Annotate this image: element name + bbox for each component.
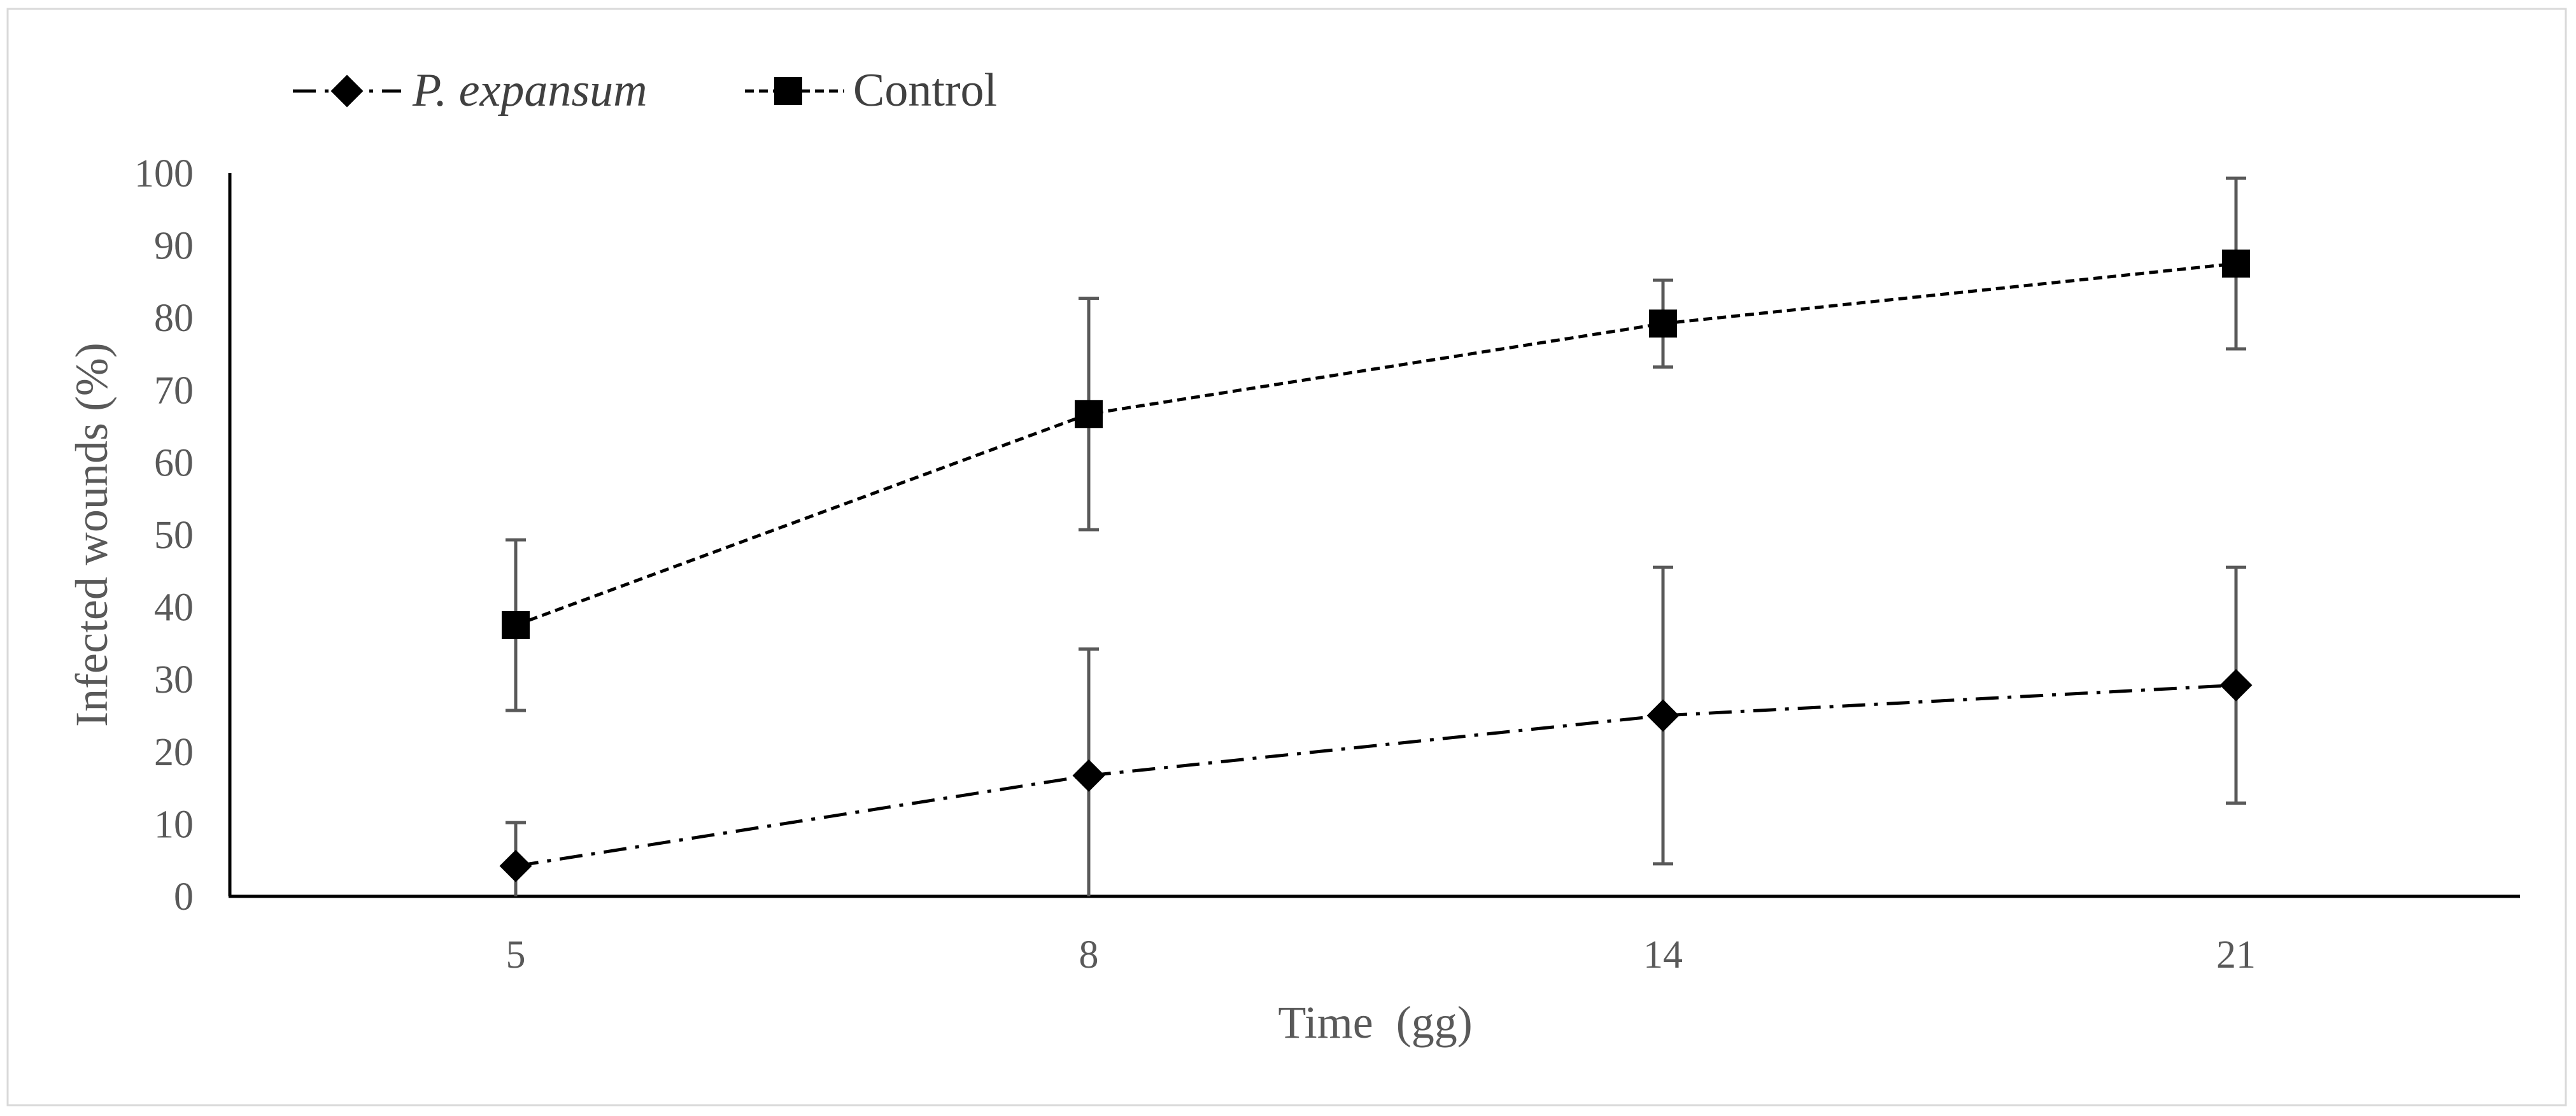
legend-label-p-expansum: P. expansum	[412, 64, 648, 117]
data-point-control	[1075, 400, 1103, 428]
x-tick-label: 21	[2216, 933, 2256, 977]
y-tick-label: 90	[154, 225, 194, 268]
y-tick-label: 80	[154, 297, 194, 340]
x-tick-label: 5	[506, 933, 526, 977]
y-tick-label: 100	[134, 152, 194, 195]
data-point-p-expansum	[1072, 759, 1105, 792]
legend-item-p-expansum: P. expansum	[293, 64, 648, 117]
y-axis-ticks: 0 10 20 30 40 50 60 70 80 90 100	[134, 152, 194, 919]
series-lines	[515, 262, 2237, 868]
data-point-control	[2222, 250, 2250, 278]
series-line-p-expansum	[515, 683, 2237, 868]
y-axis-title: Infected wounds (%)	[66, 343, 117, 727]
legend-swatch-marker-control	[774, 77, 802, 105]
data-point-control	[1649, 309, 1677, 338]
y-tick-label: 0	[174, 875, 194, 919]
y-tick-label: 20	[154, 731, 194, 774]
y-tick-label: 60	[154, 441, 194, 484]
x-axis-ticks: 5 8 14 21	[506, 933, 2256, 977]
x-tick-label: 14	[1643, 933, 1683, 977]
y-tick-label: 40	[154, 586, 194, 630]
legend-label-control: Control	[853, 64, 997, 117]
legend-item-control: Control	[745, 64, 997, 117]
legend-swatch-marker-p-expansum	[330, 74, 364, 108]
series-line-control	[515, 262, 2237, 627]
data-point-p-expansum	[499, 849, 532, 882]
y-tick-label: 10	[154, 803, 194, 846]
chart-frame	[6, 8, 2567, 1106]
y-tick-label: 70	[154, 369, 194, 413]
data-point-control	[502, 611, 530, 639]
legend: P. expansum Control	[293, 64, 997, 117]
x-tick-label: 8	[1079, 933, 1099, 977]
y-tick-label: 30	[154, 658, 194, 702]
y-tick-label: 50	[154, 514, 194, 557]
x-axis-title: Time (gg)	[1278, 997, 1472, 1048]
